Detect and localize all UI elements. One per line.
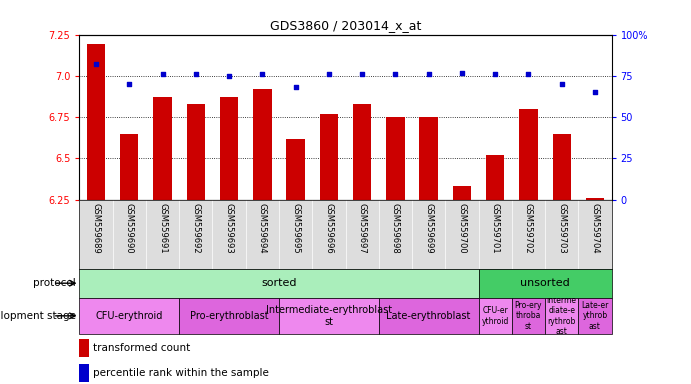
Text: GSM559692: GSM559692	[191, 203, 200, 254]
Bar	[519, 109, 538, 200]
Point	[523, 71, 534, 77]
Text: Intermediate-erythroblast
st: Intermediate-erythroblast st	[266, 305, 392, 327]
Point	[257, 71, 268, 77]
Point	[423, 71, 434, 77]
Text: CFU-er
ythroid: CFU-er ythroid	[482, 306, 509, 326]
Bar	[79, 339, 89, 356]
Point	[490, 71, 501, 77]
Bar	[386, 117, 404, 200]
Text: Pro-ery
throba
st: Pro-ery throba st	[515, 301, 542, 331]
Bar	[578, 298, 612, 334]
Text: GSM559693: GSM559693	[225, 203, 234, 254]
Text: unsorted: unsorted	[520, 278, 570, 288]
Point	[190, 71, 201, 77]
Bar	[220, 97, 238, 200]
Text: GSM559695: GSM559695	[291, 203, 300, 254]
Text: GSM559702: GSM559702	[524, 203, 533, 254]
Bar	[353, 104, 371, 200]
Bar	[478, 269, 612, 298]
Bar	[545, 298, 578, 334]
Text: GSM559690: GSM559690	[125, 203, 134, 254]
Text: GSM559697: GSM559697	[358, 203, 367, 254]
Text: GSM559691: GSM559691	[158, 203, 167, 254]
Bar	[79, 269, 478, 298]
Text: GSM559698: GSM559698	[391, 203, 400, 254]
Text: Late-erythroblast: Late-erythroblast	[386, 311, 471, 321]
Point	[290, 84, 301, 91]
Bar	[79, 364, 89, 382]
Text: development stage: development stage	[0, 311, 76, 321]
Point	[323, 71, 334, 77]
Text: GSM559689: GSM559689	[92, 203, 101, 254]
Bar	[187, 104, 205, 200]
Bar	[553, 134, 571, 200]
Text: protocol: protocol	[33, 278, 76, 288]
Text: GSM559703: GSM559703	[557, 203, 566, 254]
Text: Late-er
ythrob
ast: Late-er ythrob ast	[581, 301, 609, 331]
Bar	[279, 298, 379, 334]
Text: Interme
diate-e
rythrob
ast: Interme diate-e rythrob ast	[547, 296, 577, 336]
Text: GSM559699: GSM559699	[424, 203, 433, 254]
Text: GSM559696: GSM559696	[324, 203, 333, 254]
Bar	[586, 198, 604, 200]
Bar	[419, 117, 438, 200]
Point	[91, 61, 102, 67]
Bar	[379, 298, 478, 334]
Bar	[179, 298, 279, 334]
Point	[224, 73, 235, 79]
Bar	[486, 155, 504, 200]
Point	[124, 81, 135, 87]
Text: CFU-erythroid: CFU-erythroid	[95, 311, 163, 321]
Text: GSM559700: GSM559700	[457, 203, 466, 254]
Point	[157, 71, 168, 77]
Text: sorted: sorted	[261, 278, 296, 288]
Text: GSM559704: GSM559704	[590, 203, 599, 254]
Text: GSM559694: GSM559694	[258, 203, 267, 254]
Bar	[287, 139, 305, 200]
Bar	[120, 134, 138, 200]
Bar	[79, 298, 179, 334]
Point	[556, 81, 567, 87]
Bar	[512, 298, 545, 334]
Bar	[153, 97, 172, 200]
Text: transformed count: transformed count	[93, 343, 190, 353]
Point	[357, 71, 368, 77]
Point	[589, 89, 600, 96]
Point	[456, 70, 467, 76]
Bar	[453, 187, 471, 200]
Bar	[87, 45, 105, 200]
Bar	[320, 114, 338, 200]
Title: GDS3860 / 203014_x_at: GDS3860 / 203014_x_at	[269, 19, 422, 32]
Bar	[478, 298, 512, 334]
Point	[390, 71, 401, 77]
Bar	[253, 89, 272, 200]
Text: GSM559701: GSM559701	[491, 203, 500, 254]
Text: percentile rank within the sample: percentile rank within the sample	[93, 368, 269, 378]
Text: Pro-erythroblast: Pro-erythroblast	[190, 311, 268, 321]
